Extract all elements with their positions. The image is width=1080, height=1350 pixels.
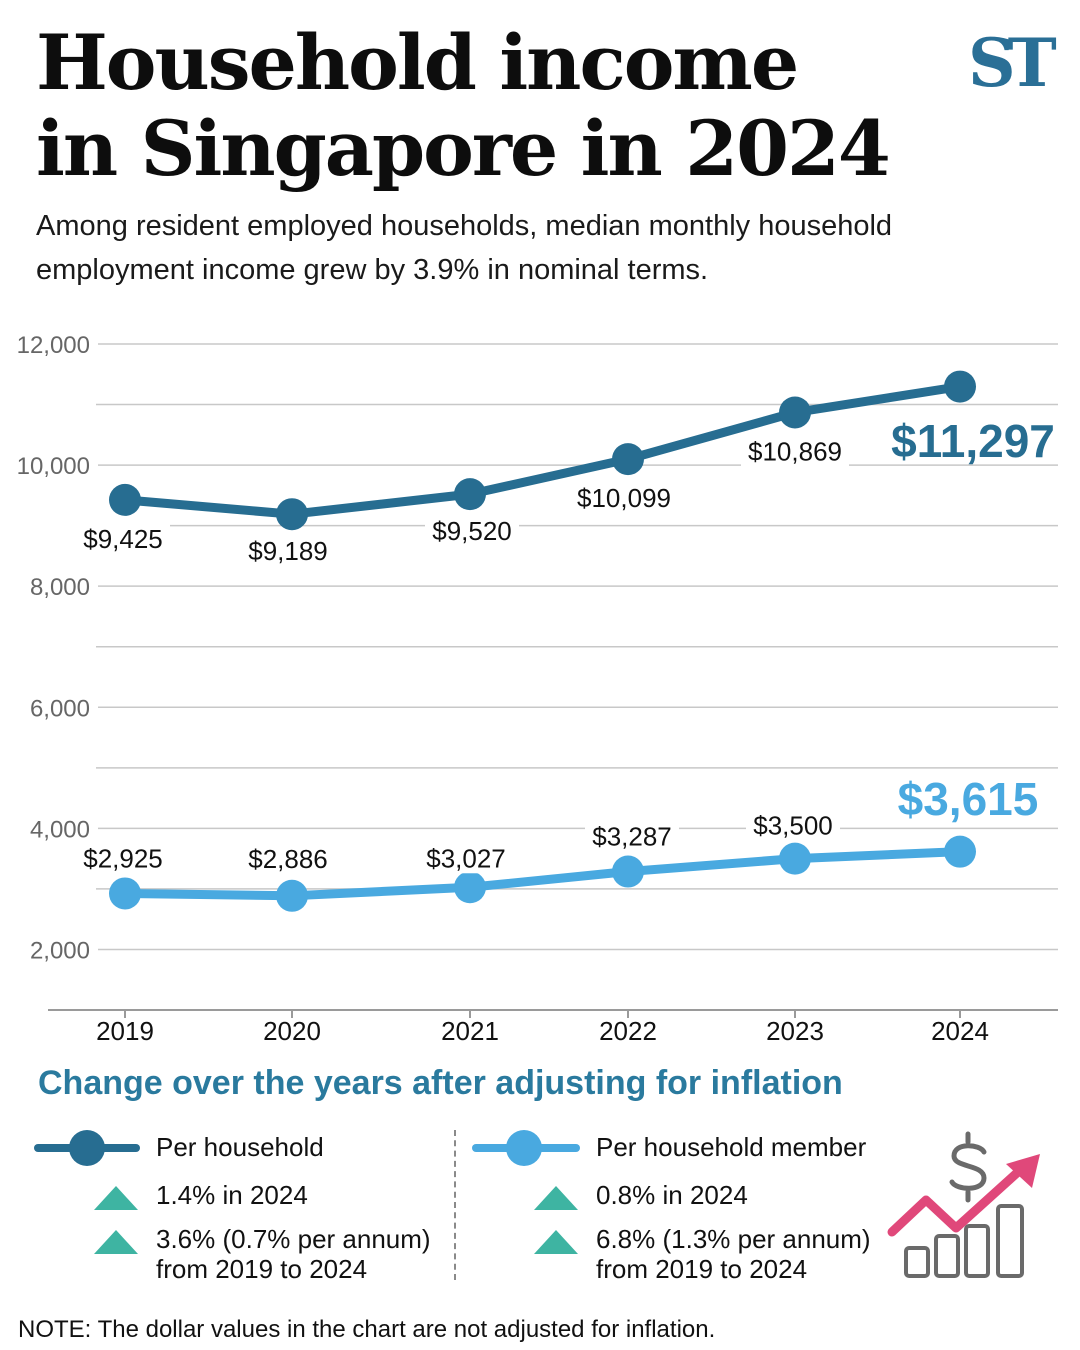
subtitle-line-1: Among resident employed households, medi…	[36, 210, 893, 242]
legend-household-name: Per household	[156, 1132, 324, 1162]
up-triangle-icon	[94, 1230, 138, 1254]
member-series-line	[120, 847, 965, 901]
legend-household-dot	[69, 1130, 105, 1166]
member-data-label: $3,615	[898, 773, 1039, 825]
household-data-label: $10,099	[577, 483, 671, 513]
title-line-1: Household income	[36, 18, 799, 107]
member-data-label: $2,925	[83, 843, 163, 873]
member-data-label: $2,886	[248, 844, 328, 874]
data-label-backdrop	[241, 536, 335, 567]
member-data-point	[779, 842, 811, 875]
chart-data-labels: $9,425 $9,189 $9,520 $10,099 $10,869 $11,297 $…	[76, 415, 1055, 874]
chart-axes: 2,000 4,000 6,000 8,000 10,000 12,000 2019 2020…	[17, 332, 1058, 1046]
up-triangle-icon	[534, 1230, 578, 1254]
household-data-label: $9,520	[432, 516, 512, 546]
legend-member-name: Per household member	[596, 1132, 867, 1162]
up-triangle-icon	[94, 1186, 138, 1210]
x-tick-label: 2020	[263, 1016, 321, 1046]
data-label-backdrop	[585, 821, 679, 852]
legend-member-dot	[506, 1130, 542, 1166]
y-tick-label: 8,000	[30, 574, 90, 601]
member-data-point	[276, 879, 308, 912]
household-data-point	[944, 370, 976, 403]
member-data-point	[109, 877, 141, 910]
st-logo: ST	[968, 24, 1057, 102]
y-tick-label: 10,000	[17, 453, 90, 480]
chart-series	[109, 370, 976, 912]
household-stat1-text: 1.4% in 2024	[156, 1180, 308, 1210]
y-tick-label: 6,000	[30, 695, 90, 722]
household-series-line	[120, 382, 965, 519]
title-line-2: in Singapore in 2024	[36, 104, 891, 193]
up-triangle-icon	[534, 1186, 578, 1210]
chart-title: Household income in Singapore in 2024	[36, 20, 916, 192]
household-data-point	[109, 483, 141, 516]
data-label-backdrop	[419, 843, 513, 874]
member-stat1-text: 0.8% in 2024	[596, 1180, 748, 1210]
household-stat2-line2: from 2019 to 2024	[156, 1254, 368, 1284]
member-stat2-line1: 6.8% (1.3% per annum)	[596, 1224, 871, 1254]
chart-grid	[96, 343, 1058, 951]
data-label-backdrop	[241, 843, 335, 874]
household-data-label: $9,189	[248, 536, 328, 566]
chart-subtitle: Among resident employed households, medi…	[36, 204, 1046, 292]
household-data-point	[612, 443, 644, 476]
data-label-backdrop	[425, 516, 519, 547]
x-tick-label: 2022	[599, 1016, 657, 1046]
legend-divider	[454, 1130, 456, 1280]
x-tick-label: 2023	[766, 1016, 824, 1046]
household-data-label: $9,425	[83, 524, 163, 554]
member-data-label: $3,287	[592, 822, 672, 852]
household-stat2-line1: 3.6% (0.7% per annum)	[156, 1224, 431, 1254]
subtitle-line-2: employment income grew by 3.9% in nomina…	[36, 254, 709, 286]
member-data-point	[454, 871, 486, 904]
y-tick-label: 12,000	[17, 332, 90, 359]
household-data-point	[454, 478, 486, 511]
legend-household-stat-2019-2024: 3.6% (0.7% per annum) from 2019 to 2024	[156, 1224, 431, 1284]
data-label-backdrop	[570, 483, 678, 514]
household-data-label: $10,869	[748, 436, 842, 466]
x-tick-label: 2024	[931, 1016, 989, 1046]
member-stat2-line2: from 2019 to 2024	[596, 1254, 808, 1284]
legend-member-stat-2024: 0.8% in 2024	[596, 1180, 748, 1210]
legend-member-stat-2019-2024: 6.8% (1.3% per annum) from 2019 to 2024	[596, 1224, 871, 1284]
member-data-label: $3,500	[753, 811, 833, 841]
legend-household-stat-2024: 1.4% in 2024	[156, 1180, 308, 1210]
household-data-point	[779, 396, 811, 429]
y-tick-label: 4,000	[30, 816, 90, 843]
household-data-point	[276, 498, 308, 531]
member-data-label: $3,027	[426, 843, 506, 873]
data-label-backdrop	[746, 810, 840, 841]
household-data-label: $11,297	[891, 415, 1055, 467]
data-label-backdrop	[741, 436, 849, 467]
footnote: NOTE: The dollar values in the chart are…	[18, 1316, 716, 1343]
x-tick-label: 2021	[441, 1016, 499, 1046]
member-data-point	[612, 855, 644, 888]
x-tick-label: 2019	[96, 1016, 154, 1046]
income-line-chart: 2,000 4,000 6,000 8,000 10,000 12,000 2019 2020…	[17, 332, 1058, 1046]
legend-section-title: Change over the years after adjusting fo…	[38, 1064, 843, 1102]
member-data-point	[944, 835, 976, 868]
income-growth-chart-icon	[887, 1131, 1040, 1278]
data-label-backdrop	[76, 843, 170, 874]
y-tick-label: 2,000	[30, 937, 90, 964]
data-label-backdrop	[76, 523, 170, 554]
